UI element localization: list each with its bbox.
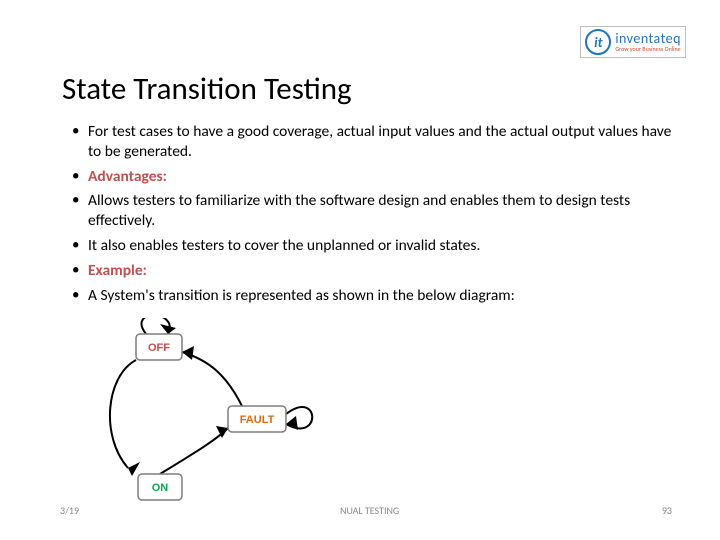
- slide-title: State Transition Testing: [62, 70, 352, 108]
- arrowhead-icon: [286, 416, 298, 430]
- slide: it inventateq Grow your Business Online …: [0, 0, 720, 540]
- edge: [182, 352, 242, 406]
- bullet-item: It also enables testers to cover the unp…: [72, 236, 672, 256]
- footer: 3/19 NUAL TESTING 93: [0, 504, 720, 520]
- bullet-text: Example:: [88, 261, 147, 280]
- bullet-item: Allows testers to familiarize with the s…: [72, 191, 672, 231]
- logo-tagline: Grow your Business Online: [615, 46, 681, 52]
- footer-center: NUAL TESTING: [340, 504, 399, 517]
- arrowhead-icon: [182, 346, 194, 360]
- footer-date: 3/19: [60, 504, 79, 517]
- logo-name: inventateq: [615, 32, 681, 46]
- brand-logo: it inventateq Grow your Business Online: [580, 26, 686, 58]
- footer-page: 93: [662, 504, 672, 517]
- edge: [110, 360, 136, 468]
- state-label: ON: [152, 482, 169, 494]
- bullet-text: Advantages:: [88, 167, 167, 186]
- edge: [160, 428, 228, 474]
- state-label: FAULT: [240, 414, 275, 426]
- arrowhead-icon: [160, 324, 176, 334]
- state-diagram: OFF FAULT ON: [88, 318, 328, 504]
- state-label: OFF: [148, 342, 170, 354]
- bullet-item: For test cases to have a good coverage, …: [72, 122, 672, 162]
- bullet-item: Example:: [72, 261, 672, 281]
- bullet-item: Advantages:: [72, 167, 672, 187]
- logo-icon-letter: it: [594, 34, 602, 51]
- logo-icon: it: [585, 29, 611, 55]
- arrowhead-icon: [128, 462, 140, 476]
- bullet-item: A System's transition is represented as …: [72, 286, 672, 306]
- bullet-list: For test cases to have a good coverage, …: [72, 122, 672, 311]
